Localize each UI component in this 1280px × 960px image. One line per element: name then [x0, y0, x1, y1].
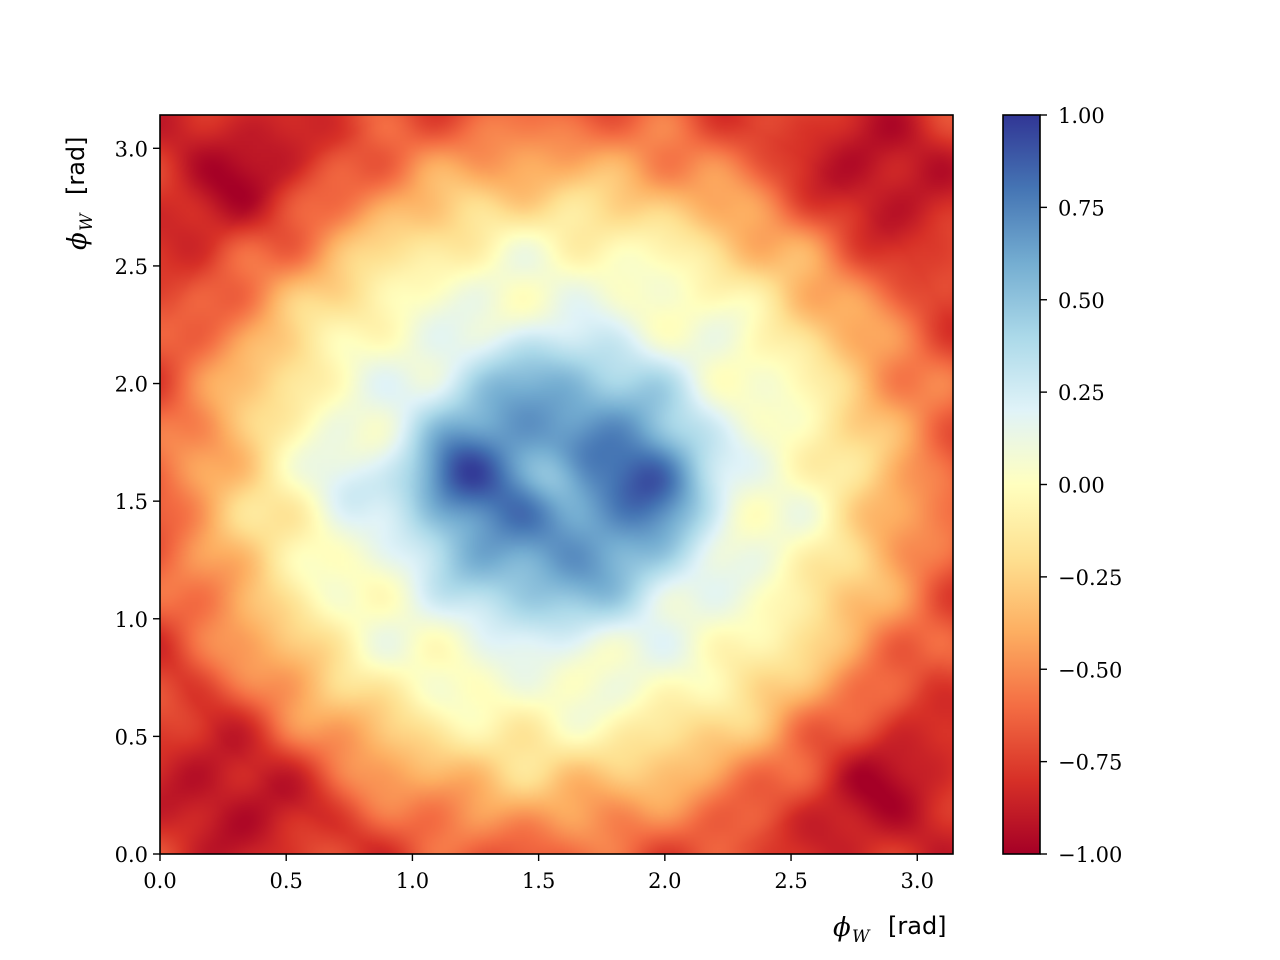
colorbar-tick-label: 0.25: [1058, 381, 1105, 405]
y-tick-label: 3.0: [115, 137, 148, 161]
plot-frame: [159, 114, 954, 855]
colorbar: [1002, 114, 1041, 855]
colorbar-tick-label: −0.50: [1058, 658, 1122, 682]
colorbar-tick-label: 1.00: [1058, 104, 1105, 128]
x-axis: 0.0 0.5 1.0 1.5 2.0 2.5 3.0: [143, 854, 934, 893]
y-axis-label: ϕ W [rad]: [62, 136, 97, 250]
x-axis-label-symbol: ϕ: [833, 913, 851, 943]
y-axis: 0.0 0.5 1.0 1.5 2.0 2.5 3.0: [115, 137, 160, 867]
x-axis-label: ϕ W [rad]: [833, 912, 947, 947]
colorbar-tick-label: 0.75: [1058, 196, 1105, 220]
x-axis-label-subscript: W: [852, 927, 871, 947]
x-tick-label: 0.5: [270, 869, 303, 893]
y-tick-label: 2.0: [115, 373, 148, 397]
colorbar-tick-label: 0.00: [1058, 474, 1105, 498]
heatmap-image: [160, 115, 953, 854]
x-tick-label: 0.0: [143, 869, 176, 893]
x-tick-label: 3.0: [901, 869, 934, 893]
y-tick-label: 1.5: [115, 490, 148, 514]
y-axis-label-unit: [rad]: [62, 136, 90, 195]
colorbar-tick-label: −1.00: [1058, 843, 1122, 867]
colorbar-tick-label: 0.50: [1058, 289, 1105, 313]
y-tick-label: 2.5: [115, 255, 148, 279]
colorbar-axis: 1.00 0.75 0.50 0.25 0.00 −0.25 −0.50 −0.75 −1.00: [1040, 104, 1122, 867]
x-axis-label-unit: [rad]: [888, 912, 947, 940]
x-tick-label: 2.5: [774, 869, 807, 893]
colorbar-tick-label: −0.25: [1058, 566, 1122, 590]
y-axis-label-symbol: ϕ: [63, 232, 93, 250]
colorbar-tick-label: −0.75: [1058, 751, 1122, 775]
y-axis-label-subscript: W: [77, 212, 97, 231]
x-tick-label: 1.0: [396, 869, 429, 893]
y-tick-label: 0.0: [115, 843, 148, 867]
y-tick-label: 0.5: [115, 725, 148, 749]
x-tick-label: 2.0: [648, 869, 681, 893]
x-tick-label: 1.5: [522, 869, 555, 893]
y-tick-label: 1.0: [115, 608, 148, 632]
